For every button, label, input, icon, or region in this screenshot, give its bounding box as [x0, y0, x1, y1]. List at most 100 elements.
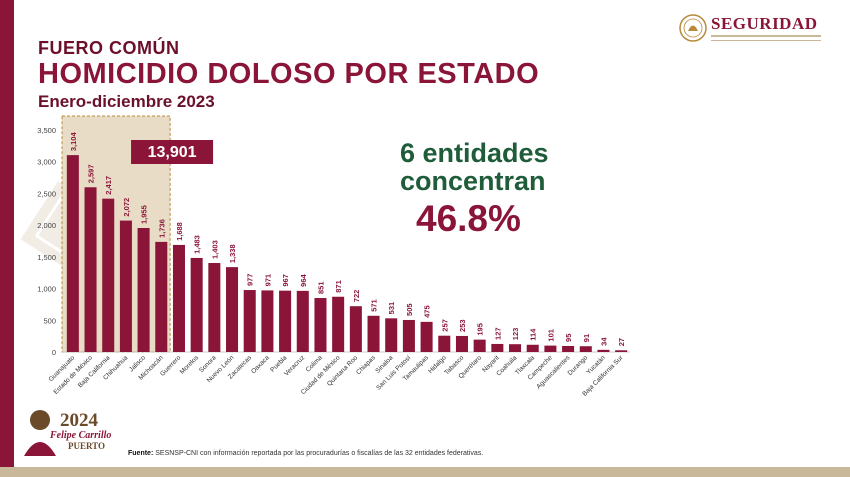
data-label: 977: [246, 274, 255, 287]
logo-text: SEGURIDAD: [711, 14, 818, 33]
bar: [102, 198, 115, 352]
data-label: 851: [316, 282, 325, 295]
headline-percent: 46.8%: [416, 198, 521, 239]
bar: [597, 349, 610, 352]
bar: [226, 267, 239, 352]
data-label: 571: [370, 299, 379, 312]
bottom-accent-bar: [0, 467, 850, 477]
bar: [332, 296, 345, 352]
bar: [190, 257, 203, 352]
data-label: 531: [387, 302, 396, 315]
headline-line-2: concentran: [400, 166, 546, 196]
bar: [279, 290, 292, 352]
period-subtitle: Enero-diciembre 2023: [38, 92, 215, 111]
bar: [349, 306, 362, 352]
x-tick-label: Chiapas: [355, 354, 377, 376]
bar: [261, 290, 274, 352]
data-label: 2,417: [104, 176, 113, 195]
data-label: 123: [511, 328, 520, 341]
data-label: 1,483: [193, 235, 202, 254]
data-label: 2,597: [87, 164, 96, 183]
data-label: 101: [546, 329, 555, 342]
bar: [172, 244, 185, 352]
logo-divider: [711, 35, 821, 37]
data-label: 964: [299, 274, 308, 287]
kicker-title: FUERO COMÚN: [38, 38, 180, 58]
bar: [119, 220, 132, 352]
x-tick-label: Morelos: [179, 354, 201, 376]
bar: [438, 335, 451, 352]
headline-line-1: 6 entidades: [400, 138, 549, 168]
bar: [66, 155, 79, 352]
data-label: 1,403: [210, 240, 219, 259]
bar: [402, 319, 415, 352]
data-label: 1,736: [157, 219, 166, 238]
data-label: 871: [334, 280, 343, 293]
page-title: HOMICIDIO DOLOSO POR ESTADO: [38, 58, 540, 90]
y-tick-label: 2,000: [37, 221, 56, 230]
brand-year: 2024: [60, 410, 98, 431]
bar: [385, 318, 398, 352]
source-note: Fuente: SESNSP-CNI con información repor…: [128, 450, 483, 457]
data-label: 257: [440, 319, 449, 332]
bar: [455, 335, 468, 352]
bar: [155, 241, 168, 352]
source-label: Fuente:: [128, 450, 154, 457]
data-label: 1,955: [140, 205, 149, 224]
y-tick-label: 0: [52, 348, 56, 357]
x-tick-label: Oaxaca: [250, 354, 271, 375]
y-tick-label: 2,500: [37, 189, 56, 198]
portrait-icon: [24, 410, 56, 456]
data-label: 3,104: [69, 132, 78, 152]
brand-place: PUERTO: [68, 441, 106, 451]
data-label: 91: [582, 334, 591, 342]
bar: [296, 290, 309, 352]
data-label: 475: [423, 305, 432, 318]
bar: [367, 315, 380, 352]
year-brand-logo: 2024 Felipe Carrillo PUERTO: [22, 404, 122, 458]
y-tick-label: 3,500: [37, 126, 56, 135]
data-label: 114: [529, 328, 538, 341]
data-label: 722: [352, 290, 361, 303]
data-label: 967: [281, 274, 290, 287]
bar: [579, 346, 592, 352]
total-badge: [131, 140, 214, 164]
data-label: 34: [599, 337, 608, 346]
y-tick-label: 1,000: [37, 285, 56, 294]
seguridad-logo: SEGURIDAD: [678, 12, 828, 48]
data-label: 971: [263, 274, 272, 287]
x-tick-label: Durango: [567, 354, 590, 377]
bar: [208, 263, 221, 352]
data-label: 127: [493, 327, 502, 340]
national-emblem-icon: [679, 14, 707, 42]
left-accent-bar: [0, 0, 14, 477]
bar: [84, 187, 97, 352]
bar: [137, 227, 150, 352]
data-label: 1,688: [175, 222, 184, 241]
brand-name: Felipe Carrillo: [50, 430, 112, 441]
data-label: 95: [564, 334, 573, 342]
bar: [615, 350, 628, 352]
bar: [491, 343, 504, 352]
data-label: 195: [476, 323, 485, 336]
data-label: 1,338: [228, 244, 237, 263]
bar: [562, 345, 575, 352]
logo-divider: [711, 40, 821, 41]
total-badge-value: 13,901: [148, 144, 197, 161]
bar: [420, 321, 433, 352]
data-label: 505: [405, 303, 414, 316]
bar: [243, 290, 256, 352]
y-tick-label: 1,500: [37, 253, 56, 262]
bar: [509, 344, 522, 352]
y-tick-label: 500: [43, 316, 56, 325]
bar-chart: 3,5003,0002,5002,0001,5001,00050003,104G…: [37, 115, 630, 398]
bar: [544, 345, 557, 352]
bar: [473, 339, 486, 352]
source-text: SESNSP-CNI con información reportada por…: [155, 450, 484, 457]
data-label: 27: [617, 338, 626, 346]
bar: [314, 298, 327, 352]
bar: [526, 344, 539, 352]
y-tick-label: 3,000: [37, 158, 56, 167]
data-label: 2,072: [122, 198, 131, 217]
